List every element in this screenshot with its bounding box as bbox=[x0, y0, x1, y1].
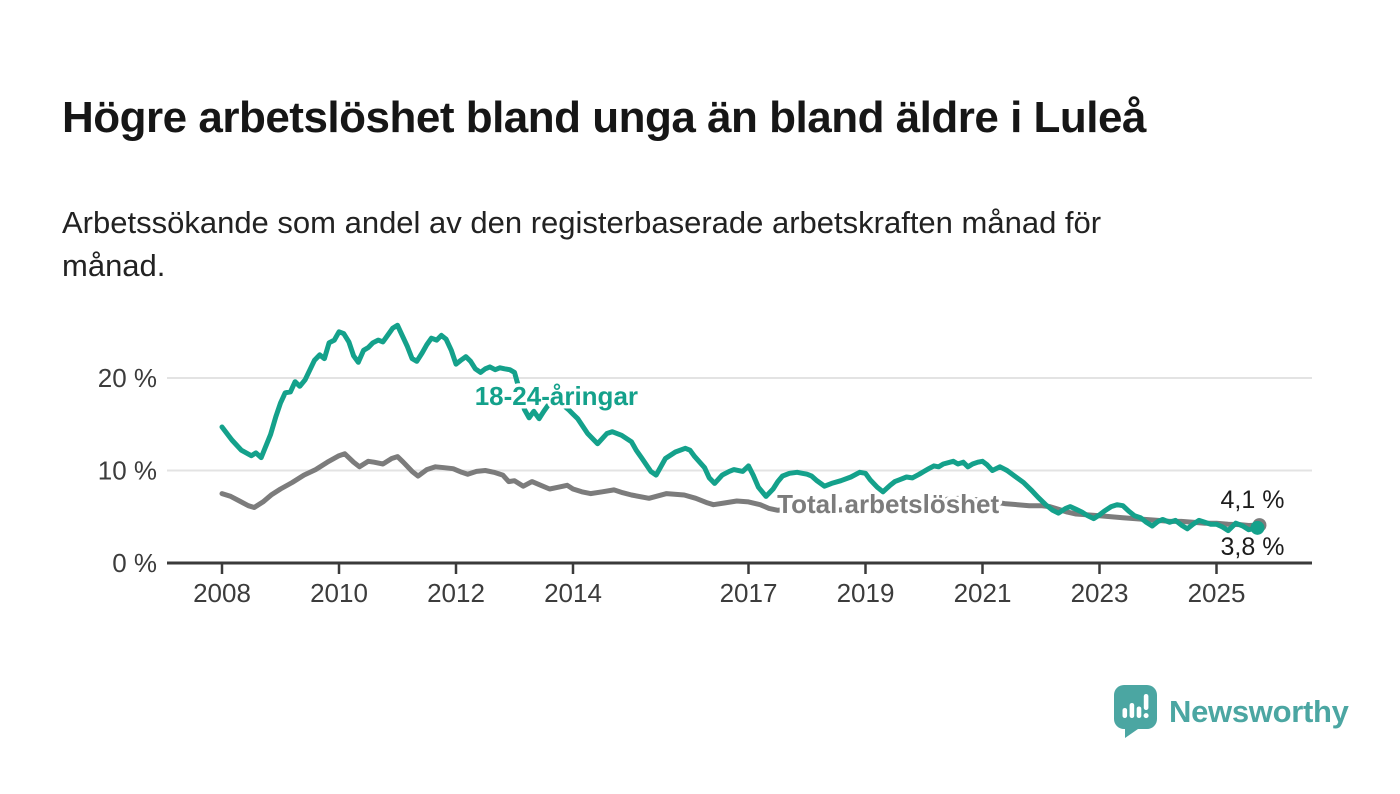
logo-bar-1 bbox=[1122, 708, 1128, 718]
x-tick-label: 2025 bbox=[1188, 578, 1246, 608]
series-label-total: Total arbetslöshet bbox=[777, 489, 999, 519]
x-tick-label: 2019 bbox=[837, 578, 895, 608]
y-tick-label: 0 % bbox=[112, 548, 157, 578]
x-tick-label: 2023 bbox=[1071, 578, 1129, 608]
x-tick-label: 2014 bbox=[544, 578, 602, 608]
subtitle-line-2: månad. bbox=[62, 248, 166, 283]
logo-exclamation-dot bbox=[1143, 713, 1149, 719]
series-end-dot bbox=[1250, 520, 1265, 535]
series-line-total bbox=[219, 451, 1260, 528]
logo-exclamation-bar bbox=[1143, 694, 1149, 710]
y-tick-label: 20 % bbox=[98, 363, 157, 393]
x-tick-label: 2010 bbox=[310, 578, 368, 608]
logo-bar-3 bbox=[1136, 706, 1142, 718]
x-tick-label: 2021 bbox=[954, 578, 1012, 608]
page-title: Högre arbetslöshet bland unga än bland ä… bbox=[62, 93, 1146, 143]
series-line-youth bbox=[219, 322, 1260, 534]
x-tick-label: 2012 bbox=[427, 578, 485, 608]
unemployment-line-chart: 0 % 10 % 20 % 2008 2010 2012 2014 2017 2019 2021 2… bbox=[98, 322, 1312, 608]
logo-bubble-shape bbox=[1114, 685, 1157, 738]
brand-name: Newsworthy bbox=[1169, 694, 1349, 729]
series-label-youth: 18-24-åringar bbox=[475, 381, 638, 411]
end-value-label: 3,8 % bbox=[1221, 533, 1285, 561]
logo-bar-2 bbox=[1129, 703, 1135, 718]
x-tick-label: 2017 bbox=[720, 578, 778, 608]
x-tick-label: 2008 bbox=[193, 578, 251, 608]
end-value-label: 4,1 % bbox=[1221, 486, 1285, 514]
newsworthy-logo: Newsworthy bbox=[1112, 684, 1349, 740]
subtitle-line-1: Arbetssökande som andel av den registerb… bbox=[62, 205, 1102, 240]
newsworthy-speech-bubble-bar-chart-icon bbox=[1114, 685, 1157, 738]
chart-subtitle: Arbetssökande som andel av den registerb… bbox=[62, 201, 1292, 287]
y-tick-label: 10 % bbox=[98, 456, 157, 486]
